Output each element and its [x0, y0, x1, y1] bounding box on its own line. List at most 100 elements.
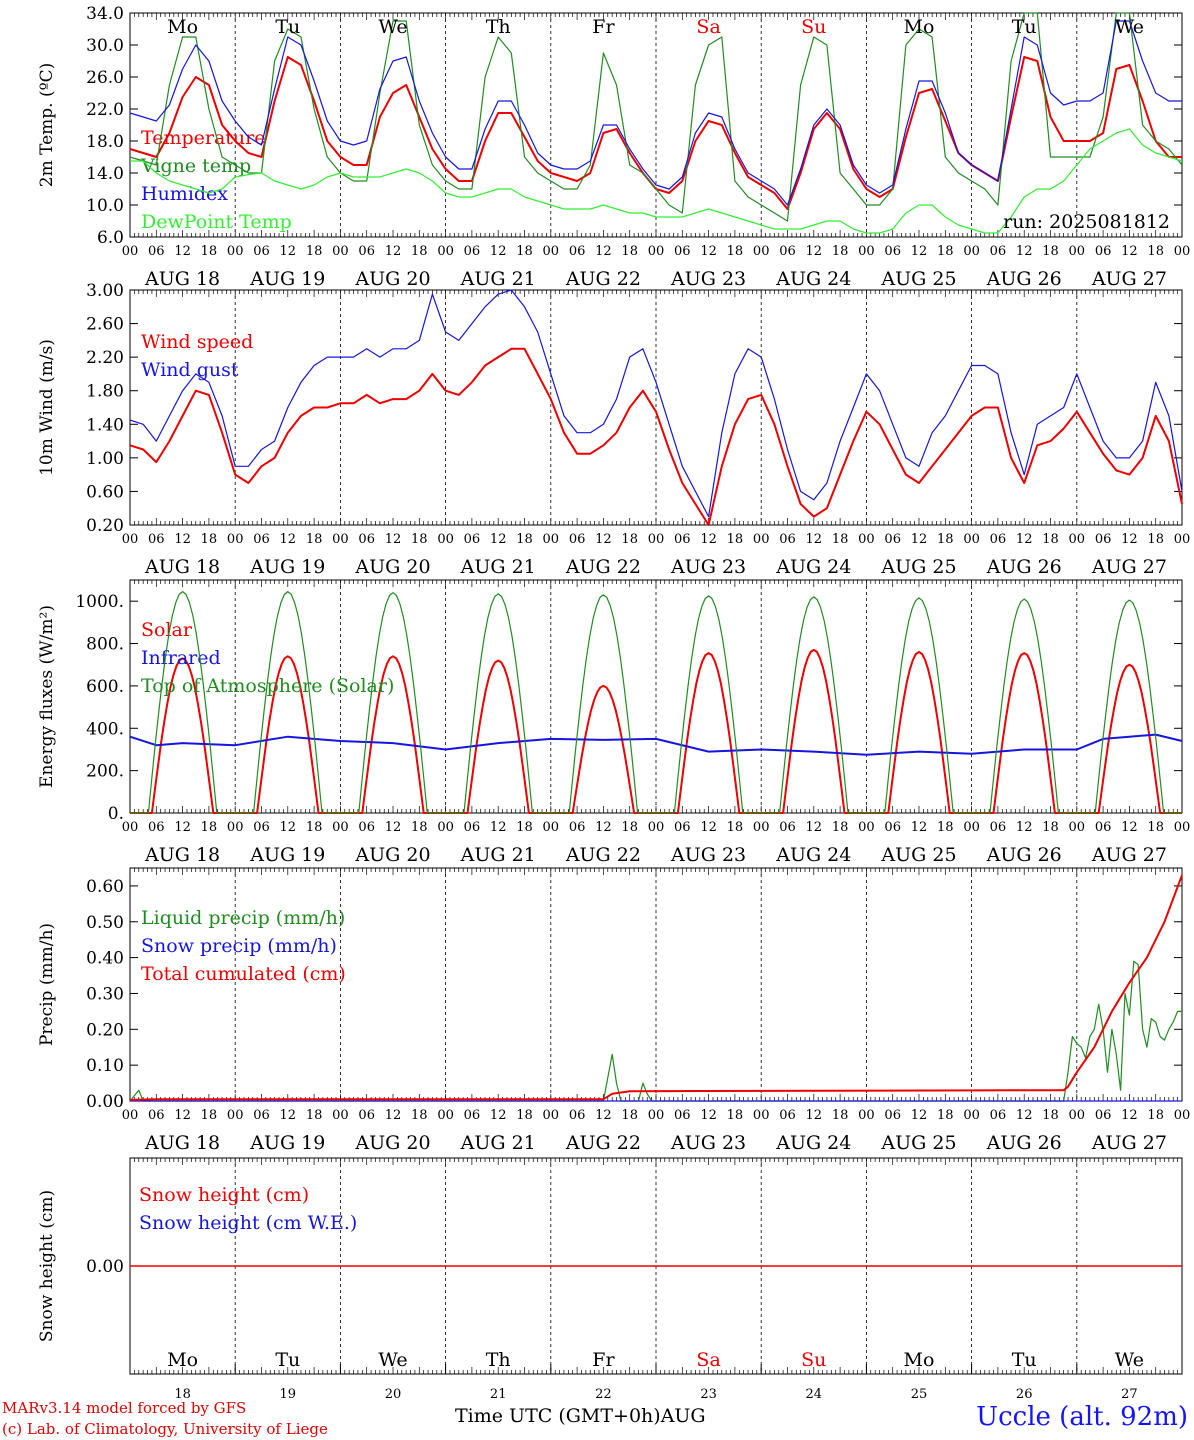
hour-label: 18	[832, 1108, 849, 1123]
day-number: 23	[700, 1387, 717, 1402]
hour-label: 06	[464, 820, 481, 835]
legend-infrared: Infrared	[141, 647, 221, 669]
legend-snow-precip-mm-h-: Snow precip (mm/h)	[141, 935, 337, 957]
hour-label: 00	[753, 532, 770, 547]
hour-label: 12	[1121, 532, 1138, 547]
legend-liquid-precip-mm-h-: Liquid precip (mm/h)	[141, 907, 345, 929]
y-tick-label: 1.00	[86, 449, 124, 469]
day-name-top: We	[378, 16, 407, 38]
hour-label: 12	[280, 532, 297, 547]
panel-frame	[129, 12, 1183, 238]
day-number: 27	[1121, 1387, 1138, 1402]
date-label: AUG 22	[565, 1132, 641, 1154]
hour-label: 06	[884, 532, 901, 547]
series-liquid-precip-mm-h-	[129, 960, 1182, 1102]
legend-humidex: Humidex	[141, 183, 228, 205]
day-number: 26	[1016, 1387, 1033, 1402]
hour-label: 00	[227, 244, 244, 259]
hour-label: 06	[674, 532, 691, 547]
y-tick-label: 1.80	[86, 382, 124, 402]
y-tick-label: 0.20	[86, 516, 124, 536]
day-name-top: Sa	[696, 16, 720, 38]
hour-label: 12	[174, 1108, 191, 1123]
date-label: AUG 23	[670, 1132, 746, 1154]
hour-label: 00	[227, 1108, 244, 1123]
hour-label: 00	[437, 244, 454, 259]
hour-label: 06	[253, 820, 270, 835]
date-label: AUG 18	[144, 844, 220, 866]
series-infrared	[129, 733, 1183, 756]
hour-label: 18	[201, 244, 218, 259]
y-tick-label: 18.0	[86, 132, 124, 152]
hour-label: 12	[911, 820, 928, 835]
hour-label: 00	[437, 1108, 454, 1123]
hour-label: 18	[1147, 820, 1164, 835]
hour-label: 00	[543, 244, 560, 259]
date-label: AUG 21	[460, 1132, 536, 1154]
hour-label: 06	[253, 1108, 270, 1123]
date-label: AUG 27	[1091, 556, 1167, 578]
day-name-top: Fr	[592, 16, 615, 38]
date-label: AUG 23	[670, 844, 746, 866]
day-number: 24	[806, 1387, 823, 1402]
day-number: 18	[174, 1387, 191, 1402]
hour-label: 06	[674, 820, 691, 835]
hour-label: 00	[753, 244, 770, 259]
hour-label: 12	[806, 1108, 823, 1123]
hour-label: 06	[569, 532, 586, 547]
hour-label: 00	[753, 1108, 770, 1123]
hour-label: 06	[884, 244, 901, 259]
hour-label: 12	[911, 244, 928, 259]
hour-label: 06	[1095, 532, 1112, 547]
hour-label: 00	[122, 532, 139, 547]
hour-label: 06	[990, 1108, 1007, 1123]
date-label: AUG 18	[144, 268, 220, 290]
hour-label: 06	[779, 1108, 796, 1123]
hour-label: 00	[1069, 532, 1086, 547]
hour-label: 06	[464, 244, 481, 259]
hour-label: 00	[1174, 820, 1191, 835]
hour-label: 12	[700, 244, 717, 259]
hour-label: 00	[1174, 1108, 1191, 1123]
y-tick-label: 200.	[86, 762, 124, 782]
hour-label: 18	[937, 1108, 954, 1123]
hour-label: 18	[727, 244, 744, 259]
hour-label: 00	[858, 244, 875, 259]
hour-label: 00	[332, 532, 349, 547]
hour-label: 18	[516, 820, 533, 835]
hour-label: 06	[674, 1108, 691, 1123]
month-label: AUG	[660, 1405, 706, 1427]
y-tick-label: 14.0	[86, 164, 124, 184]
hour-label: 06	[464, 1108, 481, 1123]
hour-label: 06	[569, 244, 586, 259]
hour-label: 18	[727, 532, 744, 547]
hour-label: 18	[621, 820, 638, 835]
hour-label: 06	[1095, 820, 1112, 835]
hour-label: 12	[280, 244, 297, 259]
date-label: AUG 20	[354, 556, 430, 578]
day-name-top: Th	[486, 16, 511, 38]
date-label: AUG 21	[460, 268, 536, 290]
date-label: AUG 21	[460, 844, 536, 866]
hour-label: 00	[963, 1108, 980, 1123]
hour-label: 12	[806, 244, 823, 259]
hour-label: 06	[1095, 1108, 1112, 1123]
hour-label: 18	[1042, 820, 1059, 835]
hour-label: 00	[1069, 820, 1086, 835]
date-label: AUG 25	[880, 556, 956, 578]
y-tick-label: 0.30	[86, 984, 124, 1004]
hour-label: 12	[1121, 820, 1138, 835]
hour-label: 00	[122, 820, 139, 835]
hour-label: 12	[280, 820, 297, 835]
hour-label: 06	[148, 532, 165, 547]
y-tick-label: 10.0	[86, 196, 124, 216]
date-label: AUG 19	[249, 556, 325, 578]
hour-label: 12	[595, 820, 612, 835]
legend-vigne-temp: Vigne temp	[140, 155, 251, 177]
hour-label: 06	[148, 244, 165, 259]
hour-label: 18	[1042, 532, 1059, 547]
hour-label: 18	[832, 532, 849, 547]
series-wind-gust	[129, 289, 1183, 518]
hour-label: 12	[806, 820, 823, 835]
